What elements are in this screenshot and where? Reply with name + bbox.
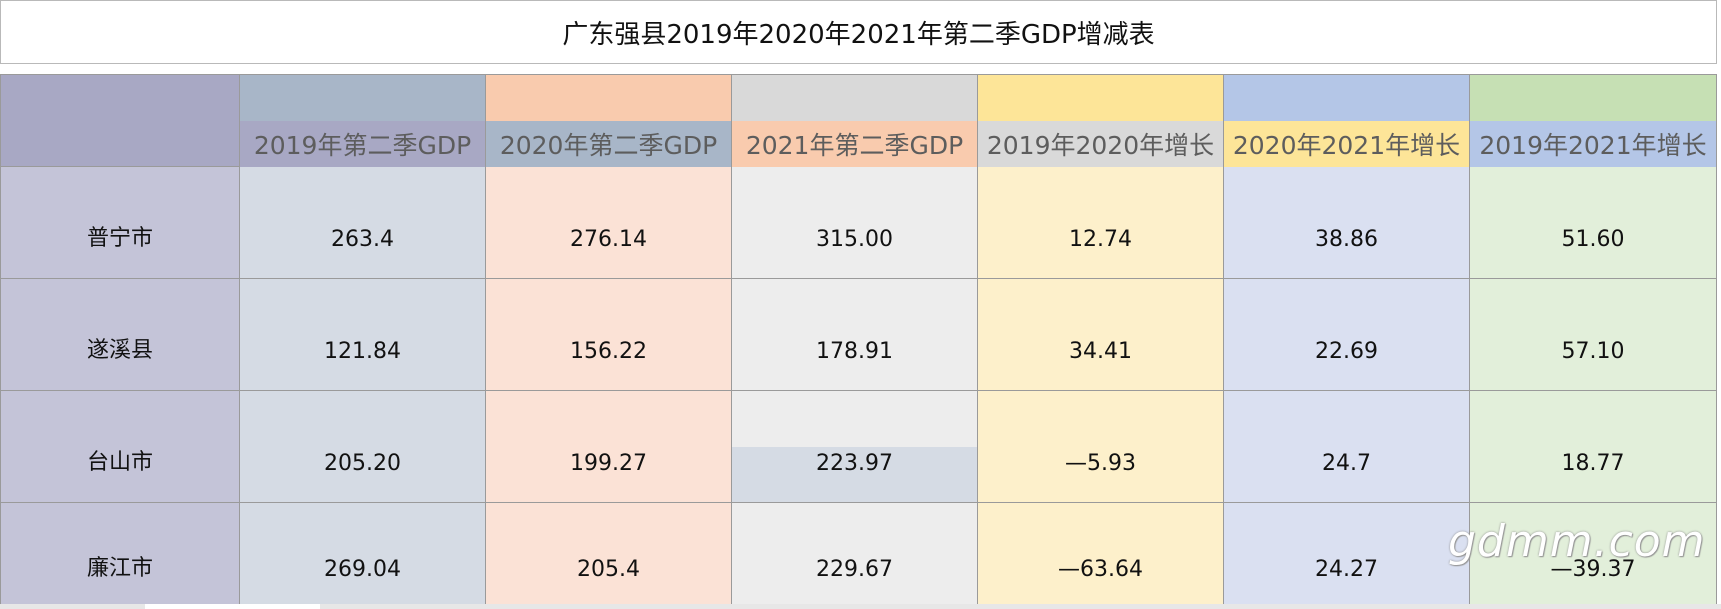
value-cell: 24.27 — [1224, 503, 1470, 609]
region-name: 台山市 — [0, 391, 240, 503]
header-top-band-4 — [978, 74, 1224, 121]
value-cell: 229.67 — [732, 503, 978, 609]
value-cell: 205.20 — [240, 391, 486, 503]
value-cell: 57.10 — [1470, 279, 1717, 391]
header-top-band-1 — [240, 74, 486, 121]
region-name: 廉江市 — [0, 503, 240, 609]
value-cell: 34.41 — [978, 279, 1224, 391]
value-cell: 205.4 — [486, 503, 732, 609]
region-name: 普宁市 — [0, 167, 240, 279]
value-cell: 121.84 — [240, 279, 486, 391]
value-cell: 315.00 — [732, 167, 978, 279]
column-header-5: 2020年2021年增长 — [1224, 121, 1470, 168]
value-cell: 12.74 — [978, 167, 1224, 279]
value-cell: 276.14 — [486, 167, 732, 279]
value-cell: 263.4 — [240, 167, 486, 279]
value-cell: 223.97 — [732, 391, 978, 503]
value-cell: 178.91 — [732, 279, 978, 391]
value-cell: 24.7 — [1224, 391, 1470, 503]
value-cell: —63.64 — [978, 503, 1224, 609]
table-title: 广东强县2019年2020年2021年第二季GDP增减表 — [562, 19, 1155, 50]
column-header-4: 2019年2020年增长 — [978, 121, 1224, 168]
gdp-table: 2019年第二季GDP 2020年第二季GDP 2021年第二季GDP 2019年20… — [0, 74, 1717, 609]
header-top-band-6 — [1470, 74, 1717, 121]
table-title-bar: 广东强县2019年2020年2021年第二季GDP增减表 — [0, 0, 1717, 64]
column-header-3: 2021年第二季GDP — [732, 121, 978, 168]
column-header-2: 2020年第二季GDP — [486, 121, 732, 168]
value-cell: 51.60 — [1470, 167, 1717, 279]
column-header-6: 2019年2021年增长 — [1470, 121, 1717, 168]
value-cell: 199.27 — [486, 391, 732, 503]
header-top-band-3 — [732, 74, 978, 121]
bottom-strip — [0, 604, 1721, 609]
header-top-band-5 — [1224, 74, 1470, 121]
value-cell: 22.69 — [1224, 279, 1470, 391]
column-header-1: 2019年第二季GDP — [240, 121, 486, 168]
value-cell: 38.86 — [1224, 167, 1470, 279]
header-top-band-2 — [486, 74, 732, 121]
watermark: gdmm.com — [1448, 516, 1706, 567]
value-cell: 18.77 — [1470, 391, 1717, 503]
bottom-strip-highlight — [145, 604, 320, 609]
value-cell: 156.22 — [486, 279, 732, 391]
region-name: 遂溪县 — [0, 279, 240, 391]
value-cell: —39.37 — [1470, 503, 1717, 609]
value-cell: 269.04 — [240, 503, 486, 609]
value-cell: —5.93 — [978, 391, 1224, 503]
corner-cell — [0, 74, 240, 167]
